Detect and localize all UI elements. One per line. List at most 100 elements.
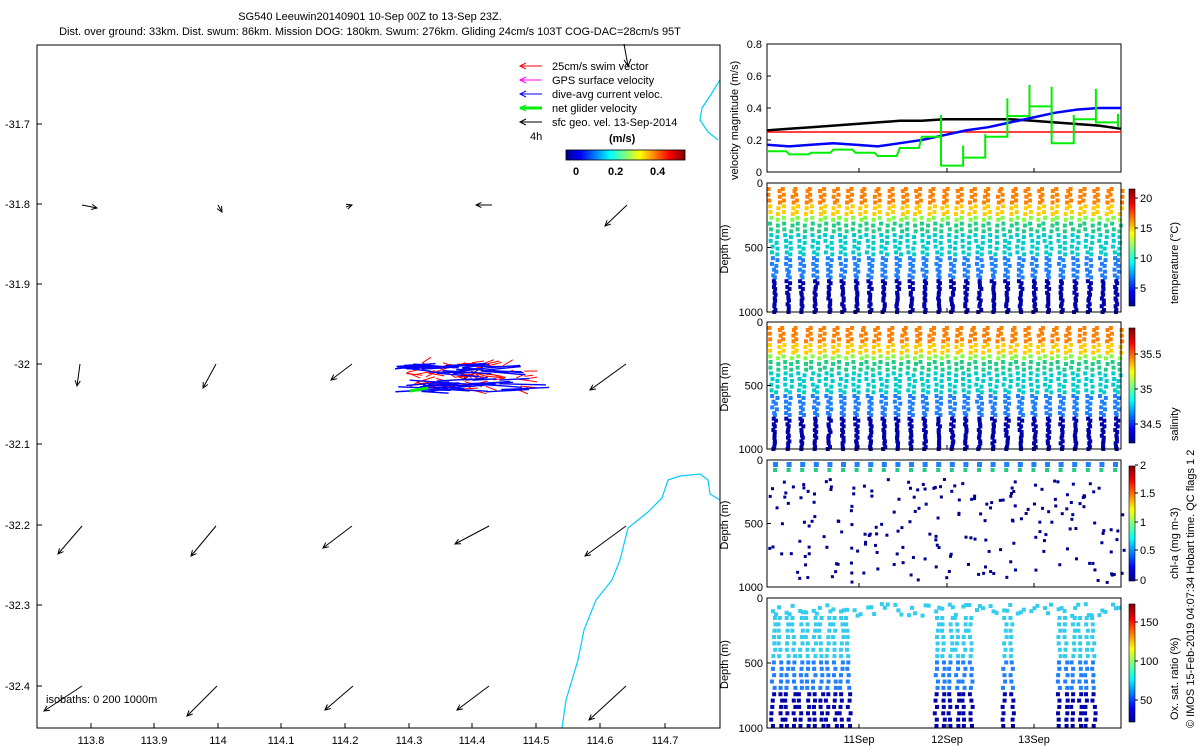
section-point xyxy=(897,396,902,400)
section-point xyxy=(813,468,818,472)
section-point xyxy=(781,337,786,342)
section-point xyxy=(900,345,905,349)
section-point xyxy=(914,194,919,199)
section-point xyxy=(1091,660,1096,665)
section-point xyxy=(773,647,778,652)
section-point xyxy=(988,233,993,238)
section-point xyxy=(811,647,816,652)
section-point xyxy=(795,227,800,232)
section-point xyxy=(1046,275,1051,280)
section-point xyxy=(846,654,851,659)
section-point xyxy=(969,345,974,349)
section-point xyxy=(813,462,819,467)
section-point xyxy=(1059,304,1064,309)
current-vector xyxy=(499,377,530,381)
section-point xyxy=(1090,635,1095,640)
section-point xyxy=(767,326,772,330)
section-point xyxy=(928,194,933,199)
section-point xyxy=(894,256,899,261)
section-point xyxy=(908,267,913,272)
section-point xyxy=(1114,413,1119,417)
geo-velocity-arrowhead xyxy=(57,548,64,555)
section-point xyxy=(812,692,817,697)
section-point xyxy=(1007,240,1012,245)
section-point xyxy=(1017,462,1023,467)
section-point xyxy=(988,377,993,381)
section-point xyxy=(969,673,974,678)
section-point xyxy=(852,365,857,370)
section-point xyxy=(905,233,910,238)
section-point xyxy=(1046,424,1051,429)
section-point xyxy=(799,430,804,434)
section-point xyxy=(799,616,804,620)
section-point xyxy=(783,405,788,410)
section-point xyxy=(826,641,831,646)
section-point xyxy=(1060,430,1065,434)
section-point xyxy=(1047,413,1052,417)
section-point xyxy=(826,399,831,404)
section-point xyxy=(937,605,942,610)
section-point xyxy=(973,233,978,238)
section-point xyxy=(924,281,929,286)
section-point xyxy=(1003,273,1008,278)
section-point xyxy=(823,238,828,243)
section-point xyxy=(836,365,841,370)
legend-arrowhead xyxy=(518,104,527,112)
section-point xyxy=(1090,666,1095,671)
section-point xyxy=(969,724,974,728)
section-point xyxy=(1017,399,1022,404)
section-point xyxy=(860,189,865,193)
section-point xyxy=(866,279,871,284)
section-point xyxy=(1001,371,1006,376)
section-point xyxy=(777,616,782,620)
section-point xyxy=(827,286,832,291)
section-point xyxy=(818,367,823,372)
section-point xyxy=(960,679,965,684)
section-point xyxy=(772,616,777,620)
section-point xyxy=(812,492,816,496)
section-point xyxy=(811,261,816,266)
section-point xyxy=(825,603,830,608)
section-point xyxy=(1008,350,1013,355)
section-point xyxy=(775,212,780,217)
section-point xyxy=(819,660,824,665)
section-point xyxy=(791,200,796,205)
section-point xyxy=(824,221,829,226)
section-point xyxy=(852,233,857,238)
section-point xyxy=(968,333,973,338)
section-point xyxy=(794,210,799,215)
section-point xyxy=(872,339,877,344)
section-data xyxy=(768,462,1126,584)
section-point xyxy=(800,628,805,633)
section-point xyxy=(972,198,977,203)
section-point xyxy=(804,563,808,567)
section-point xyxy=(1110,221,1115,226)
section-point xyxy=(1054,192,1059,197)
section-point xyxy=(1054,215,1059,220)
section-point xyxy=(880,256,885,261)
section-point xyxy=(982,212,987,217)
section-point xyxy=(1077,698,1082,703)
section-point xyxy=(930,337,935,342)
section-point xyxy=(981,367,986,372)
section-point xyxy=(973,215,978,220)
section-point xyxy=(783,377,788,381)
section-point xyxy=(868,462,874,467)
section-point xyxy=(906,250,911,255)
section-point xyxy=(973,343,978,347)
colorbar-tick-label: 0 xyxy=(1140,575,1146,587)
section-point xyxy=(882,304,887,309)
section-point xyxy=(1048,379,1053,383)
section-point xyxy=(973,221,978,226)
section-point xyxy=(972,331,977,336)
section-point xyxy=(962,685,967,690)
section-point xyxy=(1095,210,1100,215)
section-point xyxy=(1032,606,1037,611)
section-point xyxy=(1001,204,1006,209)
section-point xyxy=(833,679,838,684)
section-point xyxy=(893,411,898,415)
section-point xyxy=(1074,281,1079,286)
section-point xyxy=(922,418,927,423)
section-point xyxy=(1111,371,1116,376)
